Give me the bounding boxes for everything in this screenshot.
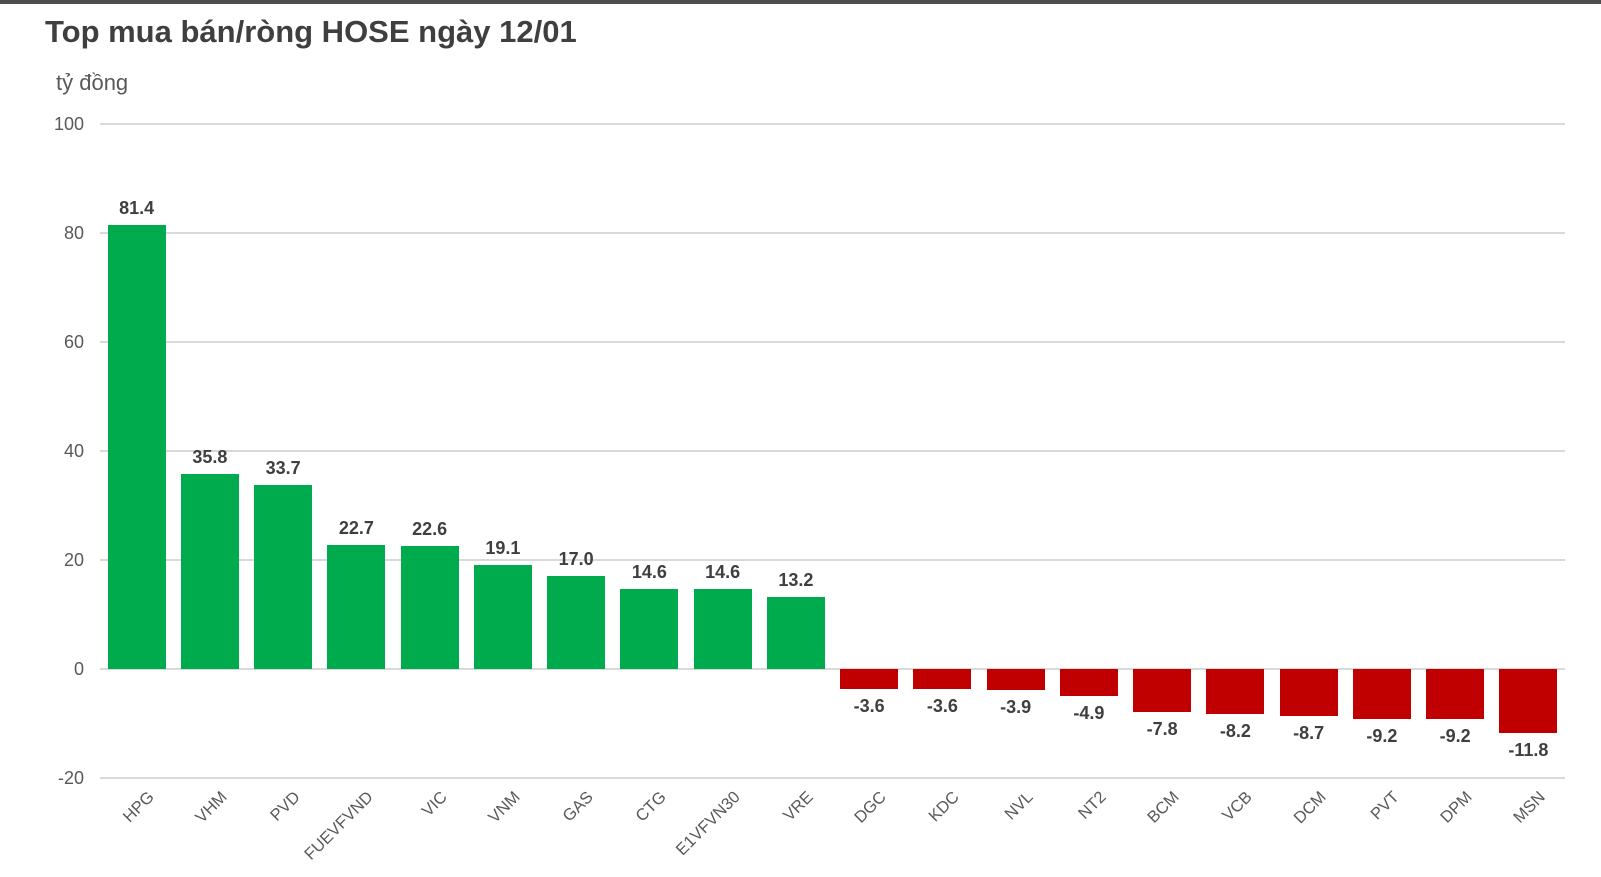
y-axis-tick-label: 0: [73, 659, 84, 679]
bar-FUEVFVND: [327, 545, 386, 669]
bar-value-label-PVT: -9.2: [1366, 726, 1398, 747]
bar-DCM: [1279, 669, 1338, 717]
bar-VNM: [473, 564, 532, 669]
bar-BCM: [1133, 669, 1192, 712]
bar-NVL: [986, 669, 1045, 691]
y-axis-tick-label: 60: [63, 332, 84, 352]
bar-value-label-MSN: -11.8: [1508, 740, 1549, 761]
bar-VCB: [1206, 669, 1265, 714]
y-axis-tick-label: 20: [63, 550, 84, 570]
gridline-y--20: [100, 777, 1565, 779]
bar-PVD: [254, 485, 313, 669]
y-axis-tick-label: -20: [57, 768, 84, 788]
bar-GAS: [547, 576, 606, 669]
bar-KDC: [913, 669, 972, 689]
bar-VRE: [766, 597, 825, 669]
bar-value-label-DCM: -8.7: [1293, 723, 1325, 744]
x-axis-label-HPG: HPG: [119, 788, 158, 827]
chart-title: Top mua bán/ròng HOSE ngày 12/01: [45, 14, 577, 49]
bar-value-label-KDC: -3.6: [926, 695, 958, 716]
gridline-y-60: [100, 341, 1565, 343]
bar-value-label-HPG: 81.4: [119, 198, 155, 219]
gridline-y-40: [100, 450, 1565, 452]
bar-value-label-CTG: 14.6: [631, 562, 667, 583]
y-axis-units-label: tỷ đồng: [56, 70, 129, 95]
y-axis-tick-label: 40: [63, 441, 84, 461]
bar-value-label-VIC: 22.6: [412, 518, 448, 539]
x-axis-label-VHM: VHM: [191, 788, 231, 827]
x-axis-label-VNM: VNM: [484, 788, 524, 827]
bar-value-label-VNM: 19.1: [485, 537, 521, 558]
x-axis-label-NT2: NT2: [1074, 788, 1110, 823]
bar-value-label-VCB: -8.2: [1219, 720, 1251, 741]
bar-value-label-VHM: 35.8: [192, 446, 228, 467]
bar-VIC: [400, 545, 459, 669]
bar-value-label-VRE: 13.2: [778, 570, 814, 591]
bar-HPG: [107, 225, 166, 669]
y-axis-tick-label: 100: [53, 114, 84, 134]
bar-CTG: [620, 589, 679, 669]
bar-NT2: [1059, 669, 1118, 696]
bar-value-label-NVL: -3.9: [1000, 697, 1032, 718]
bar-MSN: [1499, 669, 1558, 734]
x-axis-label-VRE: VRE: [779, 788, 817, 825]
gridline-y-80: [100, 232, 1565, 234]
gridline-y-20: [100, 559, 1565, 561]
bar-PVT: [1352, 669, 1411, 720]
bar-value-label-FUEVFVND: 22.7: [338, 518, 374, 539]
bar-value-label-GAS: 17.0: [558, 549, 594, 570]
gridline-y-0: [100, 668, 1565, 670]
y-axis-tick-label: 80: [63, 223, 84, 243]
bar-value-label-BCM: -7.8: [1146, 718, 1178, 739]
bar-value-label-DPM: -9.2: [1439, 726, 1471, 747]
bar-E1VFVN30: [693, 589, 752, 669]
bar-value-label-NT2: -4.9: [1073, 702, 1105, 723]
top-border-line: [0, 0, 1601, 4]
gridline-y-100: [100, 123, 1565, 125]
bar-DPM: [1426, 669, 1485, 720]
bar-value-label-DGC: -3.6: [853, 695, 885, 716]
bar-VHM: [180, 473, 239, 669]
bar-value-label-E1VFVN30: 14.6: [705, 562, 741, 583]
x-axis-label-PVT: PVT: [1367, 788, 1403, 824]
bar-value-label-PVD: 33.7: [265, 458, 301, 479]
bar-DGC: [840, 669, 899, 689]
